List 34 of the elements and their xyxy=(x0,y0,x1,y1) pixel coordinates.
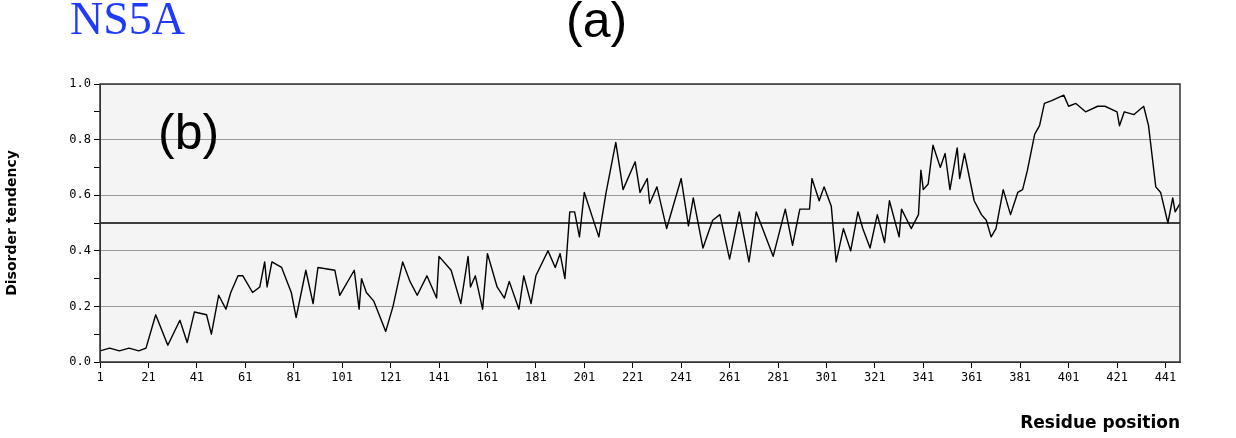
x-tick-label: 201 xyxy=(573,370,596,385)
x-tick-label: 441 xyxy=(1154,370,1177,385)
annotation: (b) xyxy=(158,104,220,160)
x-tick-label: 41 xyxy=(189,370,205,385)
x-tick-label: 181 xyxy=(525,370,547,385)
y-tick-label: 0.8 xyxy=(69,131,91,146)
x-tick-label: 341 xyxy=(912,370,935,385)
x-axis-title: Residue position xyxy=(1020,412,1180,433)
x-tick-label: 101 xyxy=(331,370,353,385)
x-tick-label: 61 xyxy=(238,370,253,385)
x-tick-label: 141 xyxy=(428,370,450,385)
x-tick-label: 321 xyxy=(864,370,886,385)
x-tick-label: 361 xyxy=(960,370,983,385)
y-tick-label: 1.0 xyxy=(69,76,91,91)
x-tick-label: 401 xyxy=(1057,370,1080,385)
chart-title: NS5A xyxy=(70,0,186,44)
x-tick-label: 81 xyxy=(286,370,301,385)
x-tick-label: 261 xyxy=(718,370,741,385)
y-axis-title: Disorder tendency xyxy=(3,150,20,296)
y-tick-label: 0.4 xyxy=(69,242,91,257)
x-tick-label: 421 xyxy=(1106,370,1128,385)
y-tick-label: 0.2 xyxy=(69,298,91,313)
x-tick-label: 381 xyxy=(1009,370,1032,385)
x-tick-label: 221 xyxy=(621,370,644,385)
x-tick-label: 1 xyxy=(96,370,104,385)
x-tick-label: 161 xyxy=(476,370,499,385)
y-tick-label: 0.6 xyxy=(69,187,91,202)
y-tick-label: 0.0 xyxy=(69,354,91,369)
text: (a) xyxy=(566,0,628,48)
x-tick-label: 301 xyxy=(815,370,838,385)
x-tick-label: 121 xyxy=(379,370,402,385)
x-tick-label: 281 xyxy=(767,370,789,385)
x-tick-label: 21 xyxy=(141,370,156,385)
x-tick-label: 241 xyxy=(670,370,693,385)
